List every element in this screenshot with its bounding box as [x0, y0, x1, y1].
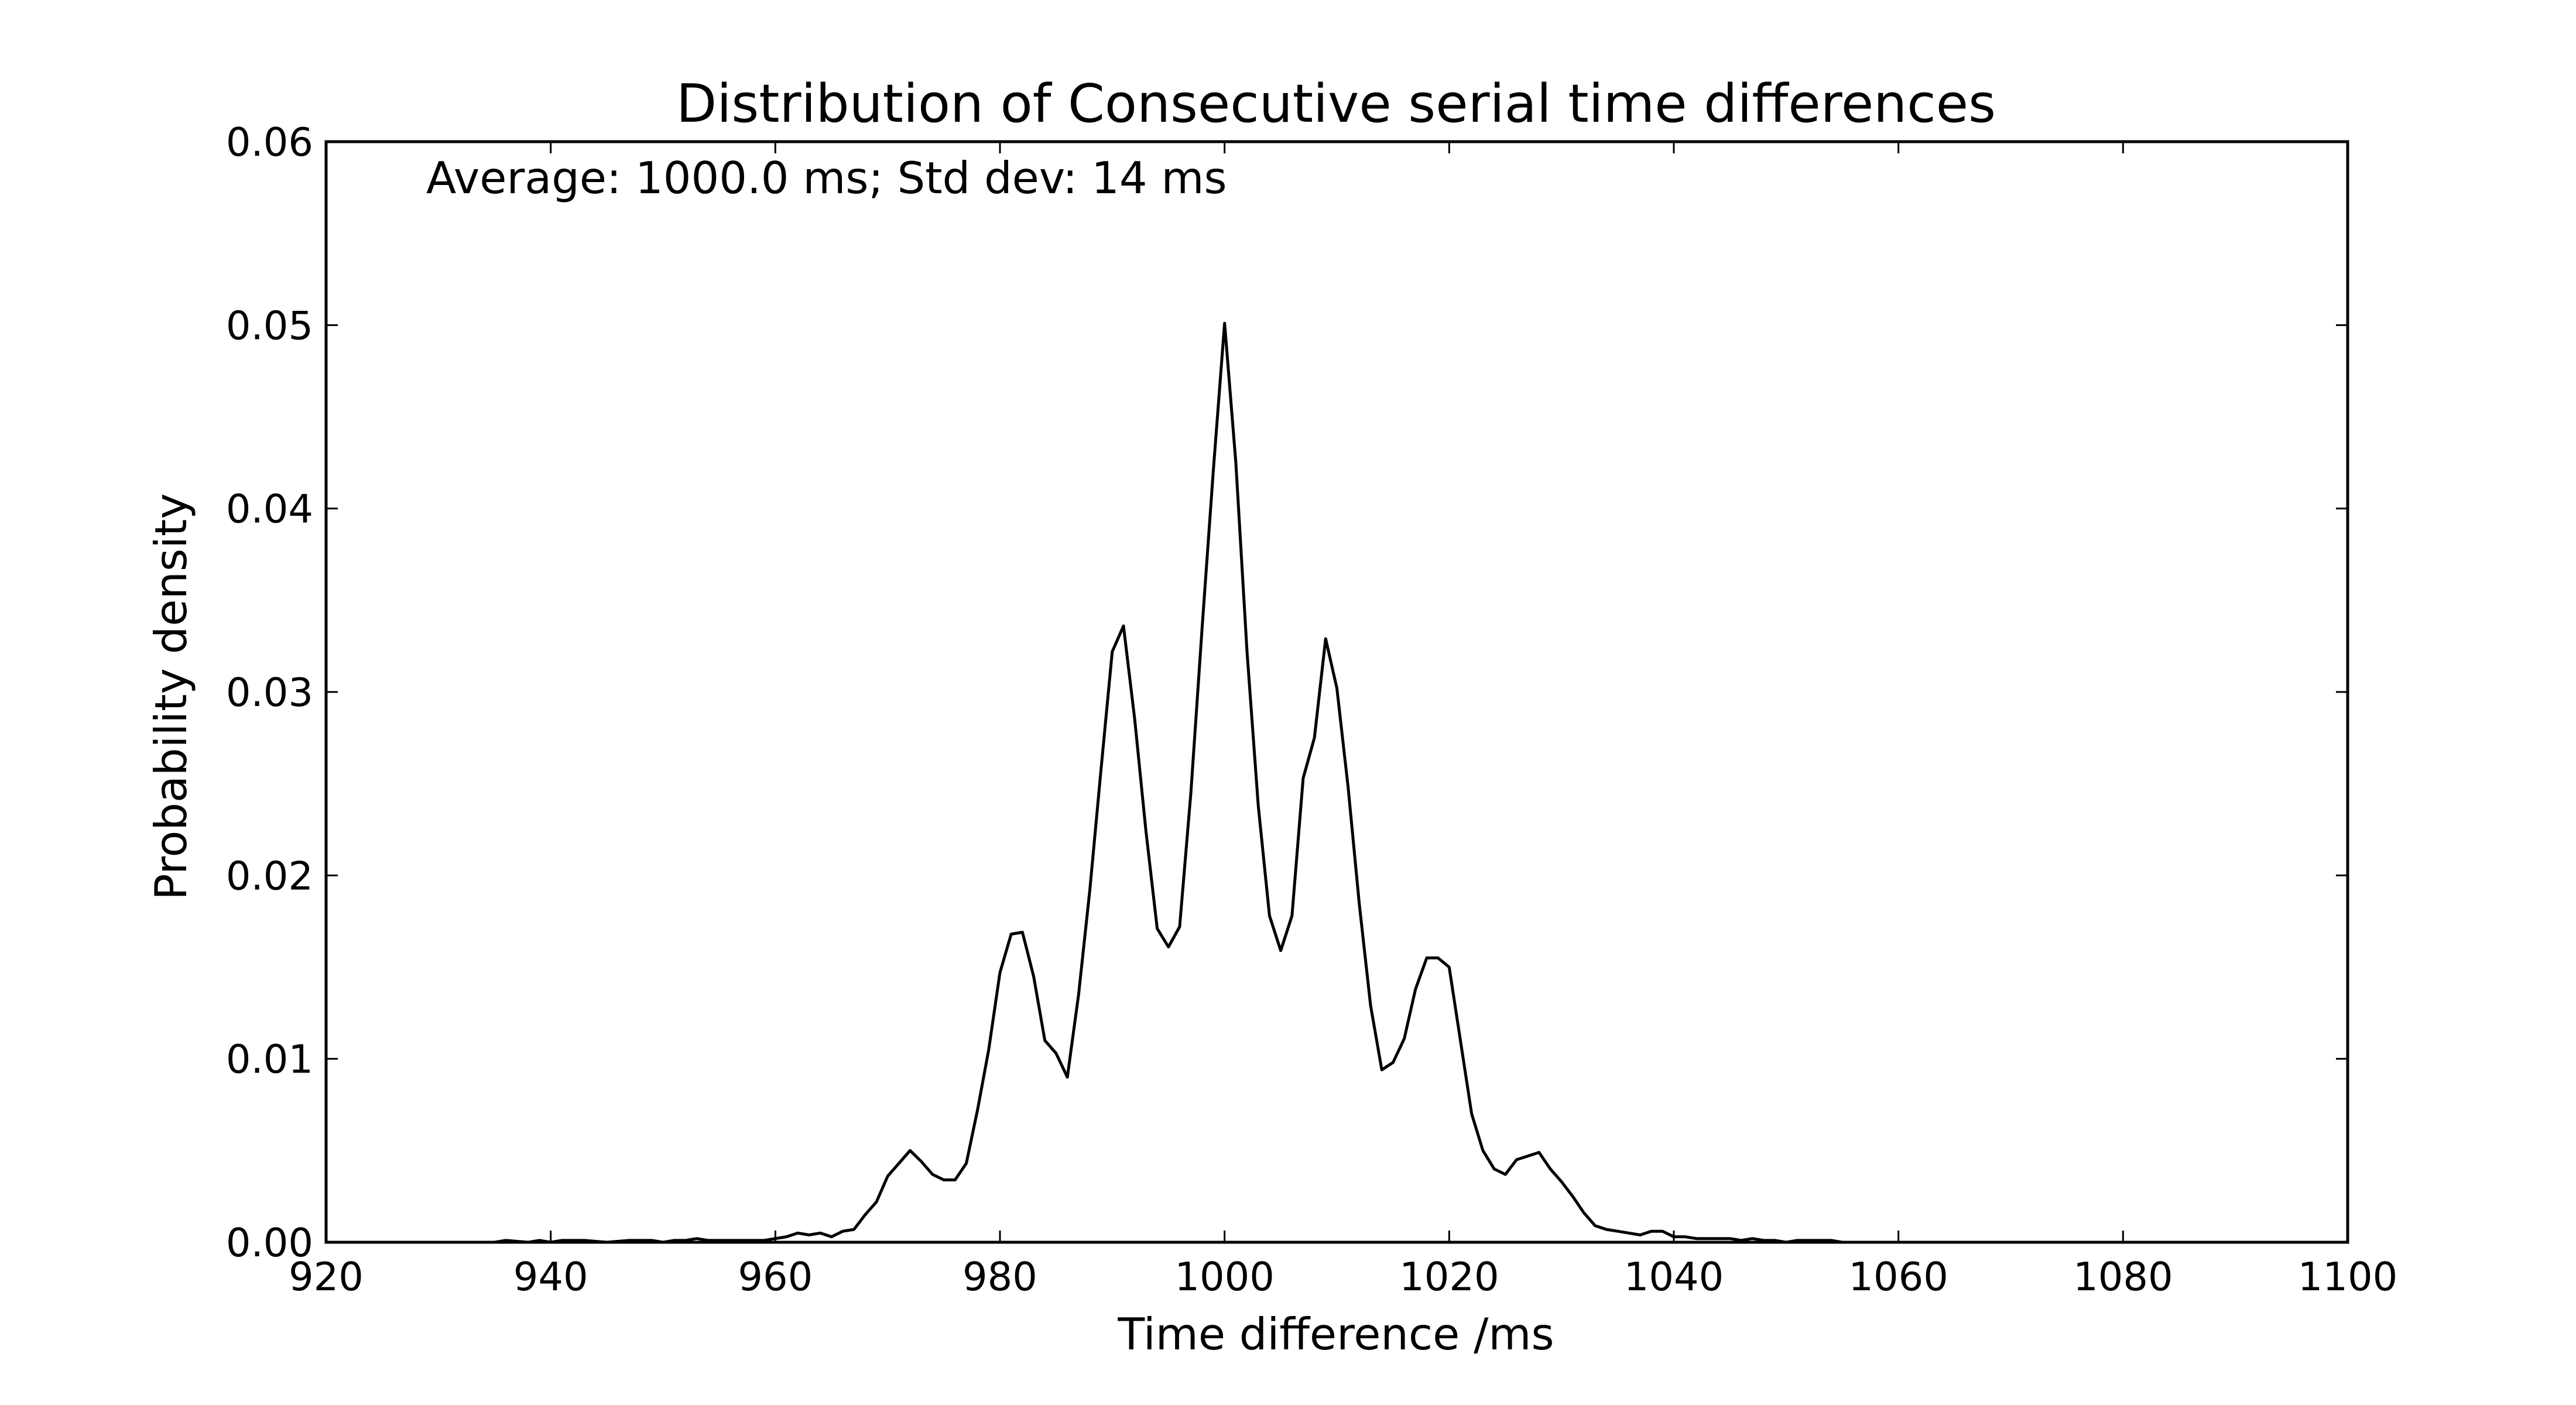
y-axis-title: Probability density: [145, 493, 197, 900]
x-tick-label: 960: [738, 1254, 813, 1300]
x-axis: 920 940 960 980 1000 1020 1040 1060 1080 1100: [289, 142, 2397, 1300]
y-tick-label: 0.02: [226, 853, 313, 899]
x-tick-label: 920: [289, 1254, 364, 1300]
y-tick-label: 0.03: [226, 670, 313, 715]
chart-title: Distribution of Consecutive serial time …: [676, 73, 1996, 135]
x-tick-label: 940: [513, 1254, 588, 1300]
x-tick-label: 1040: [1624, 1254, 1724, 1300]
stats-annotation: Average: 1000.0 ms; Std dev: 14 ms: [426, 152, 1227, 204]
x-tick-label: 1000: [1174, 1254, 1275, 1300]
x-axis-title: Time difference /ms: [1117, 1308, 1554, 1360]
series-line: [426, 321, 2125, 1244]
y-tick-label: 0.04: [226, 486, 313, 532]
x-tick-label: 1060: [1848, 1254, 1948, 1300]
y-tick-label: 0.06: [226, 119, 313, 165]
y-axis: 0.00 0.01 0.02 0.03 0.04 0.05 0.06: [226, 119, 2348, 1266]
y-tick-label: 0.00: [226, 1220, 313, 1266]
y-tick-label: 0.01: [226, 1037, 313, 1082]
x-tick-label: 1020: [1399, 1254, 1499, 1300]
x-tick-label: 980: [962, 1254, 1037, 1300]
x-tick-label: 1100: [2298, 1254, 2398, 1300]
x-tick-label: 1080: [2073, 1254, 2173, 1300]
y-tick-label: 0.05: [226, 303, 313, 348]
